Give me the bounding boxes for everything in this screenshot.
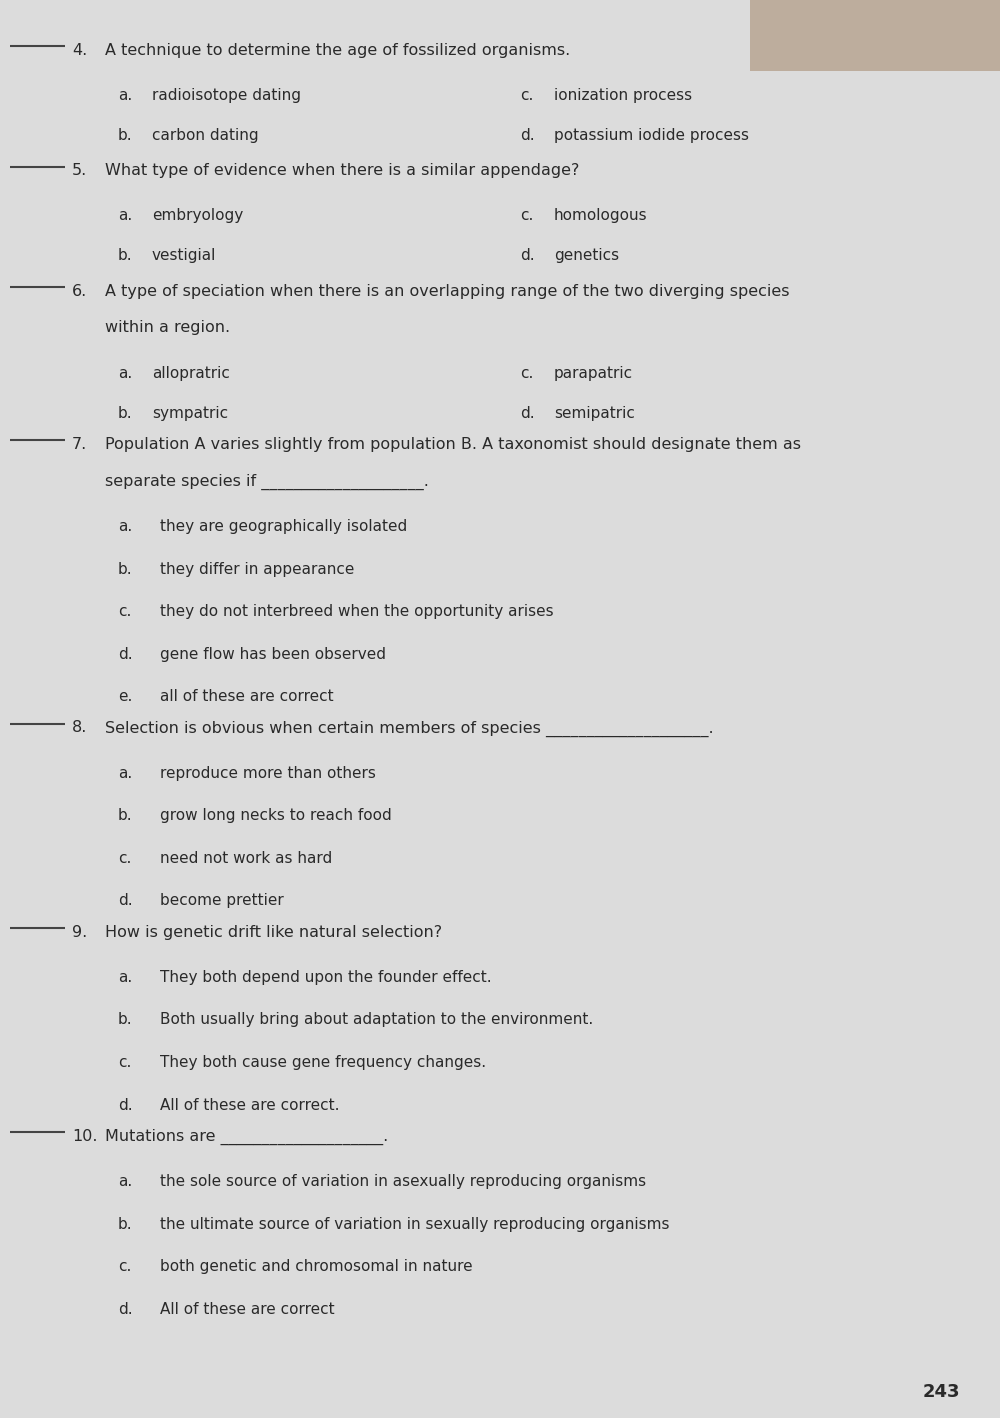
Text: b.: b. bbox=[118, 128, 133, 143]
Text: A type of speciation when there is an overlapping range of the two diverging spe: A type of speciation when there is an ov… bbox=[105, 284, 790, 299]
Text: sympatric: sympatric bbox=[152, 406, 228, 421]
Text: within a region.: within a region. bbox=[105, 320, 230, 336]
Text: they do not interbreed when the opportunity arises: they do not interbreed when the opportun… bbox=[160, 604, 554, 620]
Text: b.: b. bbox=[118, 808, 133, 824]
Text: d.: d. bbox=[118, 1098, 133, 1113]
Text: c.: c. bbox=[118, 604, 131, 620]
Text: All of these are correct.: All of these are correct. bbox=[160, 1098, 340, 1113]
Text: 6.: 6. bbox=[72, 284, 87, 299]
Text: 243: 243 bbox=[922, 1383, 960, 1401]
Text: ionization process: ionization process bbox=[554, 88, 692, 104]
Text: d.: d. bbox=[520, 128, 535, 143]
Text: gene flow has been observed: gene flow has been observed bbox=[160, 647, 386, 662]
Text: they differ in appearance: they differ in appearance bbox=[160, 562, 354, 577]
Text: need not work as hard: need not work as hard bbox=[160, 851, 332, 866]
Text: semipatric: semipatric bbox=[554, 406, 635, 421]
Text: b.: b. bbox=[118, 1217, 133, 1232]
Text: reproduce more than others: reproduce more than others bbox=[160, 766, 376, 781]
Text: they are geographically isolated: they are geographically isolated bbox=[160, 519, 407, 535]
Text: grow long necks to reach food: grow long necks to reach food bbox=[160, 808, 392, 824]
Text: all of these are correct: all of these are correct bbox=[160, 689, 334, 705]
Text: radioisotope dating: radioisotope dating bbox=[152, 88, 301, 104]
Text: d.: d. bbox=[520, 406, 535, 421]
Text: 5.: 5. bbox=[72, 163, 87, 179]
Text: vestigial: vestigial bbox=[152, 248, 216, 264]
Text: 10.: 10. bbox=[72, 1129, 98, 1144]
Text: a.: a. bbox=[118, 519, 132, 535]
Text: 8.: 8. bbox=[72, 720, 87, 736]
Text: Selection is obvious when certain members of species ____________________.: Selection is obvious when certain member… bbox=[105, 720, 714, 736]
Text: c.: c. bbox=[520, 208, 533, 224]
Text: a.: a. bbox=[118, 1174, 132, 1190]
Text: Population A varies slightly from population B. A taxonomist should designate th: Population A varies slightly from popula… bbox=[105, 437, 801, 452]
Text: a.: a. bbox=[118, 366, 132, 381]
Text: homologous: homologous bbox=[554, 208, 648, 224]
Text: b.: b. bbox=[118, 562, 133, 577]
Text: d.: d. bbox=[118, 1302, 133, 1317]
Text: 7.: 7. bbox=[72, 437, 87, 452]
Text: a.: a. bbox=[118, 88, 132, 104]
Text: e.: e. bbox=[118, 689, 132, 705]
Text: 9.: 9. bbox=[72, 925, 87, 940]
Text: carbon dating: carbon dating bbox=[152, 128, 259, 143]
Text: c.: c. bbox=[118, 1259, 131, 1275]
Text: become prettier: become prettier bbox=[160, 893, 284, 909]
Text: c.: c. bbox=[520, 88, 533, 104]
Text: the ultimate source of variation in sexually reproducing organisms: the ultimate source of variation in sexu… bbox=[160, 1217, 670, 1232]
Text: Both usually bring about adaptation to the environment.: Both usually bring about adaptation to t… bbox=[160, 1012, 593, 1028]
Text: c.: c. bbox=[118, 1055, 131, 1071]
Text: genetics: genetics bbox=[554, 248, 619, 264]
Text: How is genetic drift like natural selection?: How is genetic drift like natural select… bbox=[105, 925, 442, 940]
Text: allopratric: allopratric bbox=[152, 366, 230, 381]
Text: They both cause gene frequency changes.: They both cause gene frequency changes. bbox=[160, 1055, 486, 1071]
Text: All of these are correct: All of these are correct bbox=[160, 1302, 335, 1317]
Text: both genetic and chromosomal in nature: both genetic and chromosomal in nature bbox=[160, 1259, 473, 1275]
Text: 4.: 4. bbox=[72, 43, 87, 58]
Polygon shape bbox=[750, 0, 1000, 71]
Text: b.: b. bbox=[118, 1012, 133, 1028]
Text: separate species if ____________________.: separate species if ____________________… bbox=[105, 474, 429, 489]
Text: A technique to determine the age of fossilized organisms.: A technique to determine the age of foss… bbox=[105, 43, 570, 58]
Text: d.: d. bbox=[520, 248, 535, 264]
Text: c.: c. bbox=[118, 851, 131, 866]
Text: a.: a. bbox=[118, 766, 132, 781]
Text: b.: b. bbox=[118, 406, 133, 421]
Text: d.: d. bbox=[118, 893, 133, 909]
Text: a.: a. bbox=[118, 208, 132, 224]
Text: Mutations are ____________________.: Mutations are ____________________. bbox=[105, 1129, 388, 1144]
Text: What type of evidence when there is a similar appendage?: What type of evidence when there is a si… bbox=[105, 163, 579, 179]
Text: b.: b. bbox=[118, 248, 133, 264]
Text: the sole source of variation in asexually reproducing organisms: the sole source of variation in asexuall… bbox=[160, 1174, 646, 1190]
Text: embryology: embryology bbox=[152, 208, 243, 224]
Text: d.: d. bbox=[118, 647, 133, 662]
Text: a.: a. bbox=[118, 970, 132, 986]
Text: c.: c. bbox=[520, 366, 533, 381]
Text: potassium iodide process: potassium iodide process bbox=[554, 128, 749, 143]
Text: parapatric: parapatric bbox=[554, 366, 633, 381]
Text: They both depend upon the founder effect.: They both depend upon the founder effect… bbox=[160, 970, 492, 986]
